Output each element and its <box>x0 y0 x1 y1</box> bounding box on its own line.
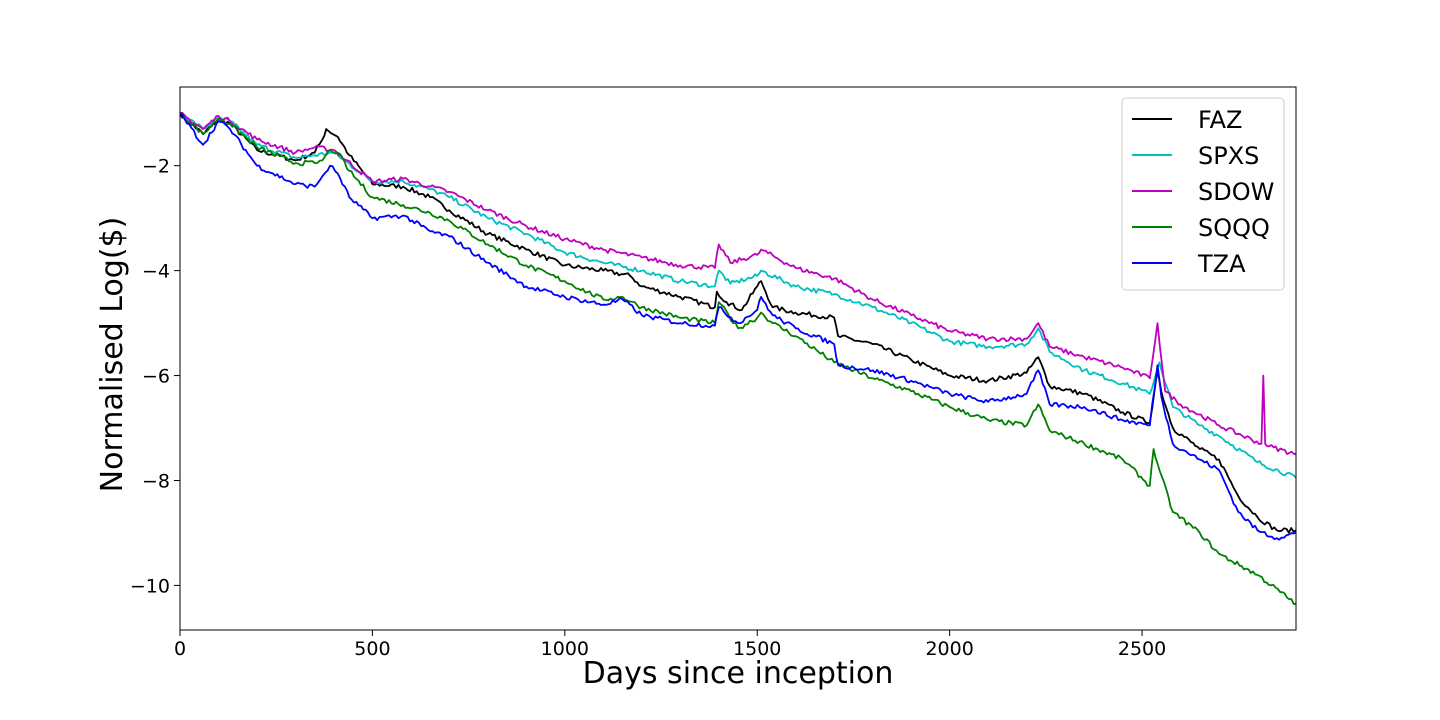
legend-label: TZA <box>1197 250 1246 278</box>
legend-box <box>1121 97 1285 291</box>
series-line-tza <box>180 112 1296 541</box>
y-tick-label: −2 <box>142 156 170 178</box>
x-tick-label: 2500 <box>1118 638 1166 660</box>
series-line-spxs <box>180 112 1296 479</box>
y-tick-label: −10 <box>130 575 170 597</box>
y-tick-label: −4 <box>142 261 170 283</box>
legend-entries: FAZ SPXS SDOW SQQQ TZA <box>1132 106 1274 278</box>
series-layer <box>180 111 1296 605</box>
y-axis: −2 −4 −6 −8 −10 <box>130 156 180 597</box>
legend: FAZ SPXS SDOW SQQQ TZA <box>1121 97 1285 291</box>
x-tick-label: 1500 <box>733 638 781 660</box>
x-tick-label: 0 <box>174 638 186 660</box>
legend-item-tza: TZA <box>1132 250 1246 278</box>
legend-item-faz: FAZ <box>1132 106 1242 134</box>
plot-frame <box>179 86 1297 631</box>
series-line-sqqq <box>180 112 1296 605</box>
legend-label: SPXS <box>1198 142 1259 170</box>
x-tick-label: 500 <box>354 638 390 660</box>
legend-item-spxs: SPXS <box>1132 142 1259 170</box>
x-axis-label: Days since inception <box>583 656 894 691</box>
x-tick-label: 2000 <box>925 638 973 660</box>
y-tick-label: −8 <box>142 470 170 492</box>
legend-label: SQQQ <box>1198 214 1270 242</box>
x-axis: 0 500 1000 1500 2000 2500 <box>174 630 1166 660</box>
legend-label: FAZ <box>1198 106 1242 134</box>
series-line-sdow <box>180 111 1296 456</box>
legend-item-sdow: SDOW <box>1132 178 1274 206</box>
legend-label: SDOW <box>1198 178 1274 206</box>
y-tick-label: −6 <box>142 366 170 388</box>
y-axis-label: Normalised Log($) <box>95 217 130 493</box>
x-tick-label: 1000 <box>541 638 589 660</box>
legend-item-sqqq: SQQQ <box>1132 214 1270 242</box>
